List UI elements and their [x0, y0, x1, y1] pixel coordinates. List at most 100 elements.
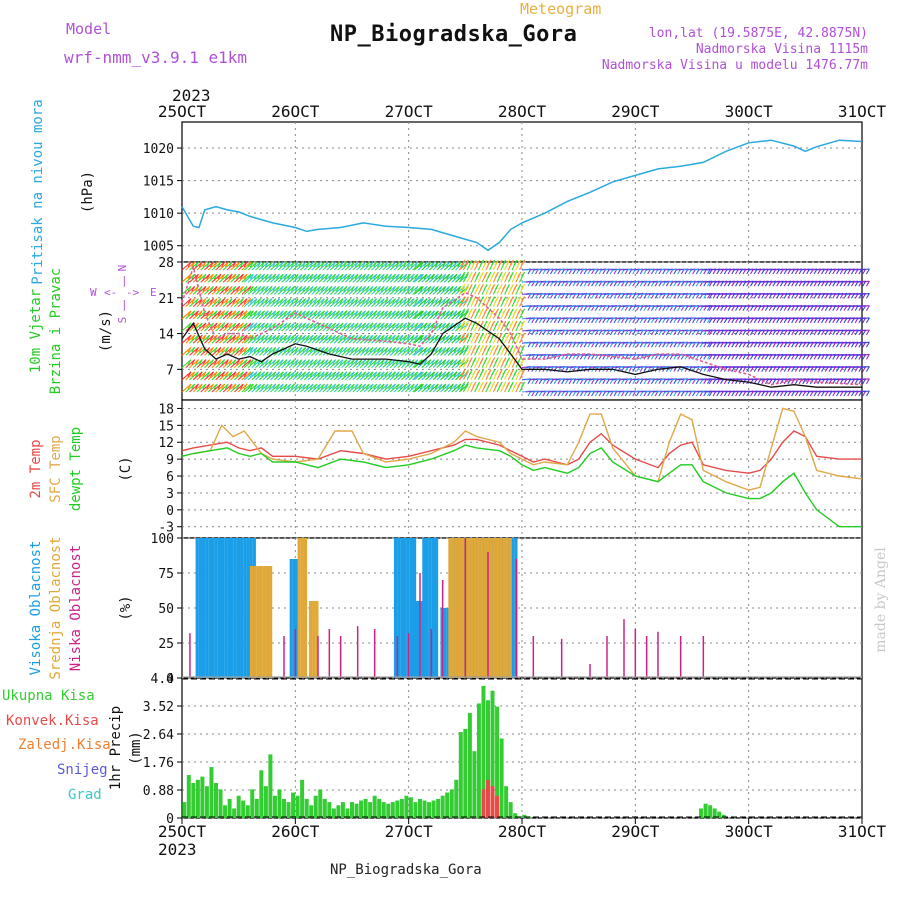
wind-barb-flag: [365, 334, 370, 341]
wind-barb-flag: [461, 369, 466, 376]
wind-barb: [200, 383, 211, 393]
wind-barb: [318, 322, 329, 332]
wind-barb-flag: [517, 259, 522, 266]
wind-barb-flag: [268, 298, 273, 304]
wind-barb: [311, 359, 322, 369]
wind-barb-flag: [453, 261, 458, 268]
wind-barb: [226, 322, 237, 332]
wind-barb: [315, 359, 325, 369]
wind-barb: [352, 285, 363, 295]
wind-barb-flag: [472, 259, 477, 266]
wind-barb: [322, 261, 333, 271]
wind-barb: [408, 346, 419, 356]
wind-barb-flag: [302, 273, 307, 280]
wind-barb-flag: [476, 381, 481, 388]
wind-barb: [371, 273, 381, 283]
cloud-bar: [240, 538, 244, 678]
wind-barb: [401, 383, 411, 393]
wind-barb: [440, 322, 450, 332]
wind-ylabel: 10m Vjetar: [28, 289, 44, 373]
wind-barb: [226, 334, 237, 344]
wind-barb-flag: [365, 383, 370, 390]
wind-barb-flag: [487, 320, 492, 327]
wind-barb: [421, 273, 432, 283]
wind-barb-flag: [380, 298, 385, 304]
wind-barb: [341, 322, 351, 332]
wind-barb-flag: [198, 347, 203, 353]
wind-barb: [389, 261, 400, 271]
wind-barb: [341, 383, 351, 393]
wind-barb: [285, 371, 295, 381]
wind-barb: [311, 383, 322, 393]
wind-barb-flag: [446, 383, 450, 390]
wind-barb-flag: [399, 347, 404, 353]
precip-total-bar: [350, 802, 354, 818]
wind-barb-flag: [373, 347, 378, 353]
wind-barb: [329, 298, 340, 308]
x-tick-bottom: 26OCT: [271, 822, 320, 841]
wind-barb-flag: [343, 322, 348, 329]
wind-barb: [348, 346, 359, 356]
wind-barb: [241, 322, 252, 332]
wind-barb-flag: [272, 298, 277, 304]
precip-conv-bar: [481, 789, 486, 818]
wind-barb-flag: [431, 383, 436, 390]
wind-barb-flag: [332, 334, 337, 341]
wind-barb-flag: [427, 347, 432, 353]
wind-barb-flag: [517, 381, 522, 388]
wind-barb-flag: [291, 359, 295, 365]
wind-barb: [233, 298, 244, 308]
wind-barb: [408, 359, 419, 369]
wind-barb: [344, 334, 355, 344]
compass-w: W: [90, 286, 97, 299]
wind-barb-flag: [434, 261, 439, 268]
wind-barb-flag: [494, 296, 499, 302]
wind-barb: [397, 285, 408, 295]
wind-barb-flag: [453, 273, 458, 280]
precip-ylabel: (mm): [128, 731, 144, 765]
wind-barb: [262, 273, 273, 283]
wind-barb: [382, 261, 393, 271]
wind-barb: [247, 359, 258, 369]
wind-barb-flag: [373, 359, 378, 365]
wind-barb-flag: [380, 273, 385, 280]
wind-barb-flag: [347, 261, 352, 268]
wind-barb: [393, 298, 404, 308]
wind-barb: [860, 329, 870, 332]
wind-barb: [233, 346, 244, 356]
wind-barb: [266, 310, 277, 320]
precip-total-bar: [223, 805, 228, 818]
wind-barb: [378, 371, 389, 381]
cloud-bar: [495, 538, 500, 678]
wind-barb-flag: [377, 310, 381, 317]
wind-barb-flag: [191, 310, 196, 317]
wind-barb: [243, 285, 254, 295]
wind-barb-flag: [521, 332, 525, 339]
wind-barb-flag: [343, 359, 348, 365]
cloud-bar: [315, 601, 319, 678]
wind-barb-flag: [464, 296, 469, 302]
temp-dewpt-temp-line: [181, 444, 862, 528]
wind-barb-flag: [487, 332, 492, 339]
wind-barb-flag: [380, 334, 385, 341]
wind-barb-flag: [294, 383, 299, 390]
wind-barb: [303, 273, 314, 283]
wind-barb: [303, 346, 314, 356]
wind-barb-flag: [384, 298, 389, 304]
wind-barb: [425, 383, 435, 393]
wind-barb-flag: [228, 347, 233, 353]
wind-barb: [436, 359, 447, 369]
wind-barb-flag: [399, 310, 404, 317]
wind-barb: [404, 298, 415, 308]
wind-barb-flag: [209, 371, 214, 378]
wind-barb-flag: [377, 322, 381, 329]
wind-barb-flag: [320, 310, 325, 317]
wind-barb: [451, 261, 462, 271]
wind-barb: [281, 298, 292, 308]
wind-barb-flag: [257, 347, 262, 353]
wind-barb: [258, 383, 269, 393]
temperature-ylabel: 2m Temp: [28, 439, 44, 498]
precip-total-bar: [291, 792, 296, 818]
wind-barb: [417, 334, 428, 344]
wind-barb-flag: [509, 357, 514, 363]
